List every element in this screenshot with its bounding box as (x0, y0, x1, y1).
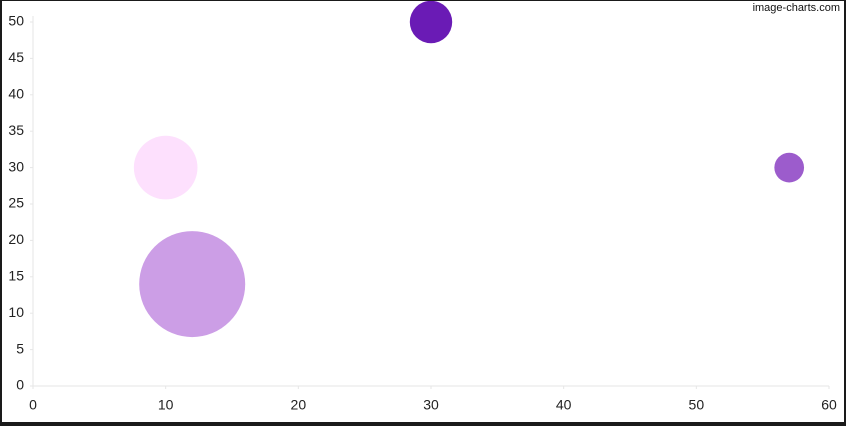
y-tick-label: 25 (8, 195, 24, 211)
y-tick-label: 15 (8, 268, 24, 284)
y-tick-label: 30 (8, 158, 24, 174)
x-tick-label: 10 (158, 397, 174, 413)
x-tick-label: 30 (423, 397, 439, 413)
bubble (409, 1, 453, 44)
x-tick-label: 20 (291, 397, 307, 413)
bubble (139, 231, 246, 338)
y-tick-label: 50 (8, 13, 24, 29)
y-tick-label: 0 (16, 377, 24, 393)
y-tick-label: 20 (8, 231, 24, 247)
bubble (133, 135, 198, 200)
bubble (774, 152, 805, 183)
x-tick-label: 60 (821, 397, 837, 413)
watermark: image-charts.com (753, 2, 840, 14)
x-tick-label: 0 (29, 397, 37, 413)
y-tick-label: 45 (8, 49, 24, 65)
x-tick-label: 50 (689, 397, 705, 413)
y-tick-label: 10 (8, 304, 24, 320)
y-tick-label: 40 (8, 86, 24, 102)
y-tick-label: 5 (16, 340, 24, 356)
x-tick-label: 40 (556, 397, 572, 413)
y-tick-label: 35 (8, 122, 24, 138)
